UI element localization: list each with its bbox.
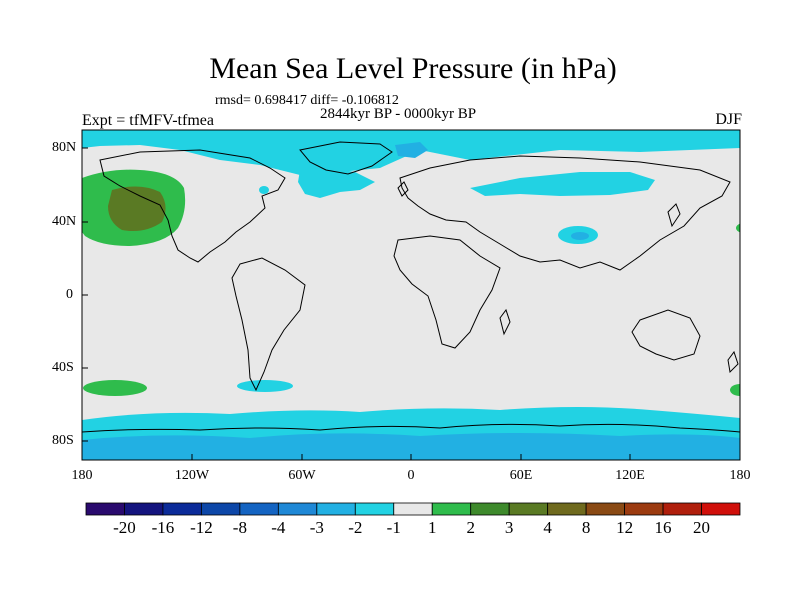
map-title: Mean Sea Level Pressure (in hPa) — [209, 52, 617, 85]
colorbar-label: 2 — [466, 518, 475, 537]
eurasia-coastline — [399, 155, 731, 271]
uk-coastline — [397, 181, 409, 197]
colorbar-label: -3 — [309, 518, 324, 537]
colorbar-box — [162, 502, 202, 516]
colorbar-box — [85, 502, 125, 516]
lon-label: 180 — [729, 468, 751, 483]
lat-label: 80N — [52, 140, 77, 155]
colorbar-box — [701, 502, 741, 516]
colorbar-label: 1 — [427, 518, 437, 537]
colorbar-box — [547, 502, 587, 516]
north-pacific-positive-core — [108, 186, 166, 231]
lon-label: 120E — [615, 468, 645, 483]
lat-label: 40N — [52, 214, 77, 229]
greenland-coastline — [299, 141, 393, 175]
canada-negative-spot — [259, 186, 269, 194]
africa-coastline — [393, 235, 501, 349]
lon-label: 180 — [71, 468, 93, 483]
colorbar-box — [124, 502, 164, 516]
lon-label: 0 — [407, 468, 415, 483]
colorbar-box — [470, 502, 510, 516]
experiment-label: Expt = tfMFV-tfmea — [82, 112, 214, 129]
colorbar-box — [624, 502, 664, 516]
colorbar-label: 20 — [693, 518, 711, 537]
map-plot-area — [82, 130, 740, 460]
colorbar-label: -2 — [348, 518, 363, 537]
antarctic-negative-core — [82, 433, 740, 460]
colorbar-box — [201, 502, 241, 516]
colorbar-box — [316, 502, 356, 516]
lat-label: 40S — [52, 360, 74, 375]
greenland-negative-core — [395, 142, 428, 158]
coastlines — [82, 141, 740, 433]
north-atlantic-negative-region — [298, 168, 375, 198]
colorbar-label: 3 — [504, 518, 514, 537]
colorbar-box — [508, 502, 549, 516]
madagascar-coastline — [499, 308, 511, 336]
colorbar-box — [393, 502, 433, 516]
period-text: 2844kyr BP - 0000kyr BP — [320, 106, 477, 122]
new-zealand-coastline — [727, 350, 739, 374]
south-america-coastline — [231, 257, 306, 392]
colorbar-label: 16 — [654, 518, 672, 537]
lat-label: 0 — [66, 287, 73, 302]
australia-coastline — [631, 309, 701, 361]
colorbar — [85, 502, 741, 516]
colorbar-label: -1 — [386, 518, 401, 537]
south-atlantic-negative-spot — [237, 380, 293, 392]
colorbar-label: -16 — [151, 518, 175, 537]
lon-label: 60W — [288, 468, 316, 483]
colorbar-box — [431, 502, 472, 516]
colorbar-box — [662, 502, 702, 516]
eurasia-negative-region — [470, 172, 655, 196]
north-america-coastline — [99, 149, 286, 263]
colorbar-label: -12 — [190, 518, 213, 537]
colorbar-label: -4 — [271, 518, 286, 537]
colorbar-box — [585, 502, 625, 516]
colorbar-label: -8 — [232, 518, 247, 537]
lat-label: 80S — [52, 433, 74, 448]
colorbar-label: 12 — [616, 518, 634, 537]
season-label: DJF — [715, 111, 742, 128]
colorbar-label: -20 — [113, 518, 136, 537]
colorbar-box — [239, 502, 279, 516]
japan-coastline — [667, 203, 681, 228]
colorbar-box — [354, 502, 395, 516]
axis-ticks — [81, 147, 741, 460]
tibet-negative-core — [571, 232, 589, 240]
south-pacific-positive-region — [83, 380, 147, 396]
colorbar-box — [277, 502, 318, 516]
colorbar-label: 4 — [543, 518, 552, 537]
lon-label: 120W — [174, 468, 210, 483]
antarctica-coastline — [82, 423, 740, 433]
east-pacific-positive-spot — [736, 223, 740, 233]
south-indian-positive-spot — [730, 384, 740, 396]
colorbar-label: 8 — [581, 518, 591, 537]
stats-text: rmsd= 0.698417 diff= -0.106812 — [215, 93, 399, 108]
lon-label: 60E — [509, 468, 533, 483]
